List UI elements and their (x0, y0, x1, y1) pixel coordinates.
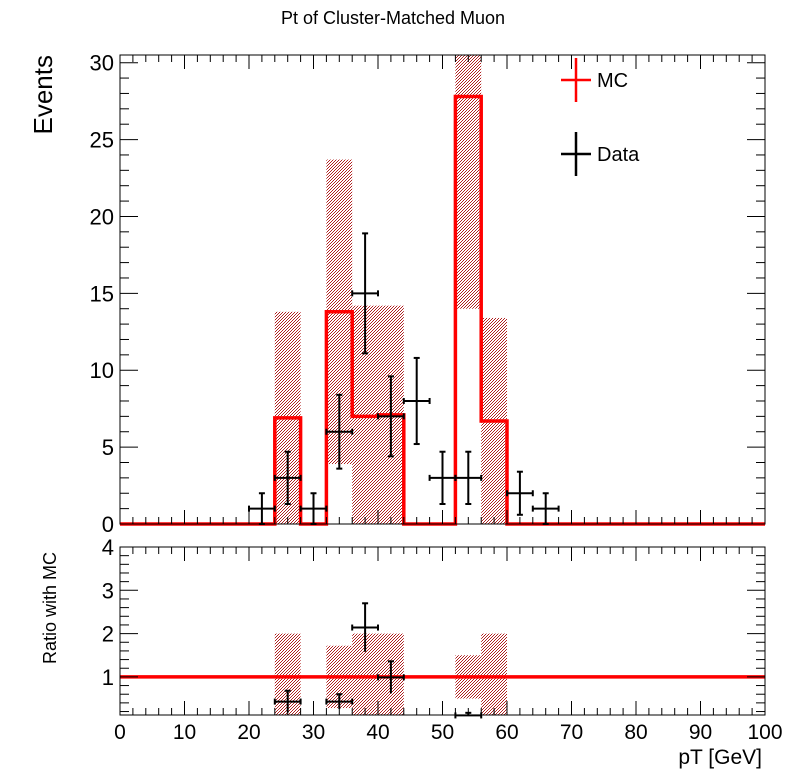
x-tick-label: 10 (173, 721, 196, 744)
legend-label: MC (597, 70, 628, 92)
x-tick-label: 40 (366, 721, 389, 744)
main-y-axis-label: Events (28, 55, 58, 135)
y-tick-label: 20 (90, 204, 114, 229)
legend-label: Data (597, 144, 640, 166)
ratio-point (325, 693, 354, 709)
data-point (454, 450, 483, 506)
y-tick-label: 5 (102, 435, 114, 460)
ratio-point (377, 660, 405, 694)
ratio-y-tick-label: 2 (102, 622, 114, 647)
legend-entry: MC (561, 58, 628, 102)
ratio-y-tick-label: 3 (102, 578, 114, 603)
legend-entry: Data (561, 132, 640, 176)
x-tick-label: 60 (495, 721, 518, 744)
y-tick-label: 25 (90, 128, 114, 153)
data-point (506, 470, 534, 516)
y-tick-label: 30 (90, 51, 114, 76)
x-tick-label: 50 (431, 721, 454, 744)
y-tick-label: 0 (102, 512, 114, 537)
x-tick-label: 100 (747, 721, 782, 744)
ratio-y-axis-label: Ratio with MC (40, 552, 60, 664)
data-point (402, 356, 431, 446)
data-point (325, 393, 354, 470)
x-tick-label: 30 (302, 721, 325, 744)
chart-title: Pt of Cluster-Matched Muon (281, 8, 505, 28)
ratio-uncertainty-band (481, 633, 507, 715)
y-tick-label: 10 (90, 358, 114, 383)
mc-uncertainty-band (455, 55, 482, 309)
ratio-y-tick-label: 4 (102, 535, 114, 560)
x-tick-label: 90 (689, 721, 712, 744)
ratio-y-tick-label: 1 (102, 665, 114, 690)
data-point (351, 232, 379, 355)
ratio-plot-frame (119, 546, 766, 716)
main-plot: 0 5 10 15 20 25 30 MC Data (90, 51, 766, 537)
x-tick-label: 0 (114, 721, 126, 744)
x-axis-label: pT [GeV] (678, 746, 762, 769)
data-point (428, 450, 457, 506)
data-point (377, 375, 405, 458)
x-tick-label: 20 (237, 721, 260, 744)
y-tick-label: 15 (90, 281, 114, 306)
x-tick-label: 70 (560, 721, 583, 744)
data-point (273, 450, 302, 506)
x-tick-label: 80 (624, 721, 647, 744)
ratio-point (351, 602, 379, 652)
